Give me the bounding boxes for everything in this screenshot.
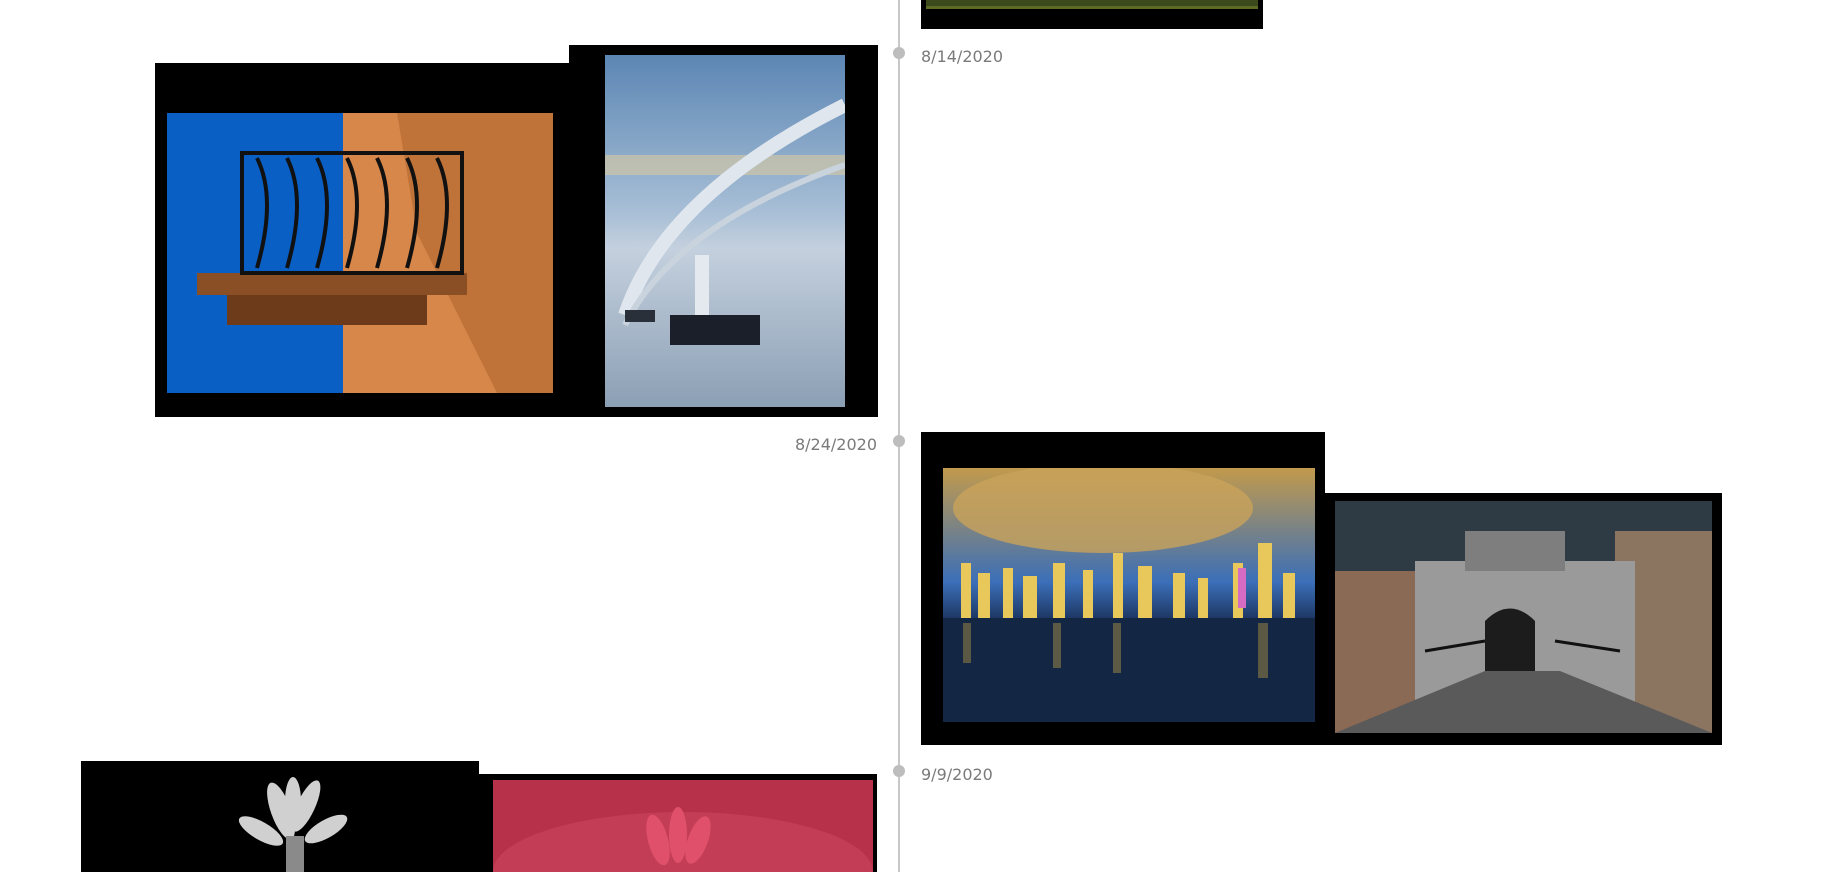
entry-date: 8/24/2020	[794, 435, 877, 454]
entry-date: 8/14/2020	[921, 47, 1004, 66]
stone-gate-painting	[1335, 501, 1712, 733]
pink-flower-painting	[493, 780, 873, 872]
skyline-painting	[943, 468, 1315, 722]
thumbnail-white-flower[interactable]	[81, 761, 479, 872]
bridge-painting	[605, 55, 845, 407]
entry-date: 9/9/2020	[921, 765, 993, 784]
timeline-dot	[893, 435, 905, 447]
thumbnail-skyline[interactable]	[921, 432, 1325, 745]
white-flower-painting	[81, 761, 479, 872]
thumbnail-stone-gate[interactable]	[1325, 493, 1722, 745]
timeline-dot	[893, 47, 905, 59]
thumbnail-bridge[interactable]	[569, 45, 878, 417]
thumbnail-balcony[interactable]	[155, 63, 569, 417]
balcony-painting	[167, 113, 553, 393]
thumbnail-previous-art	[926, 0, 1258, 9]
timeline-dot	[893, 765, 905, 777]
thumbnail-previous[interactable]	[921, 0, 1263, 29]
thumbnail-pink-flower[interactable]	[479, 774, 877, 872]
